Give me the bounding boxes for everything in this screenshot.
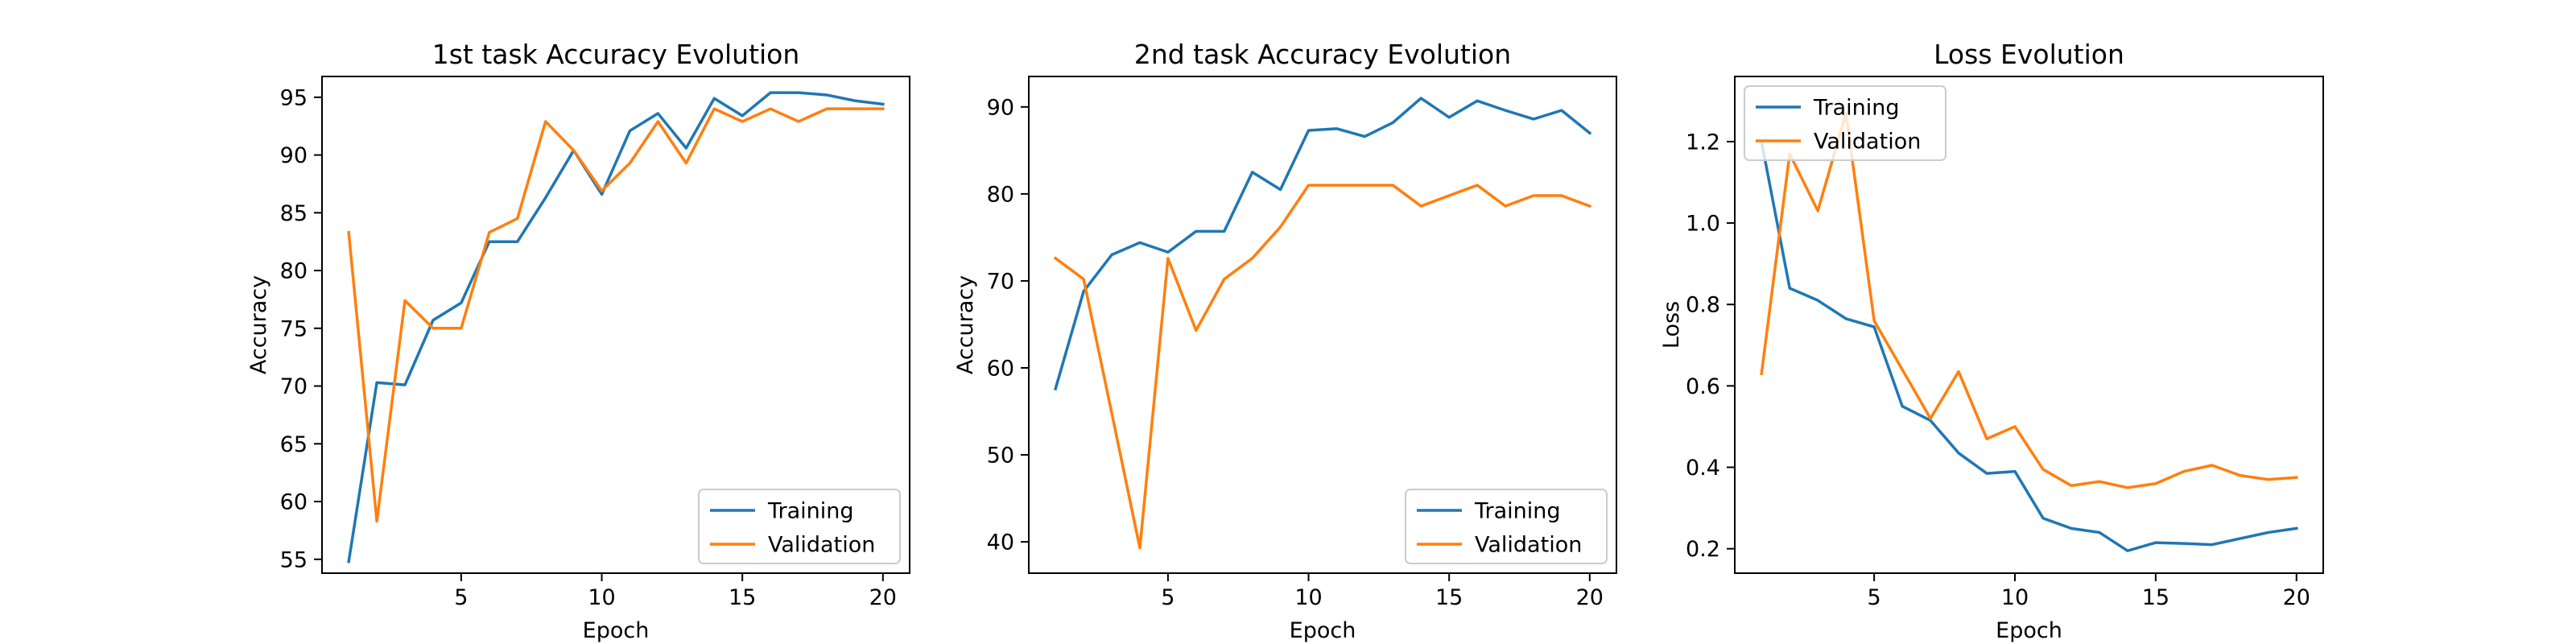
y-tick-label: 0.8 xyxy=(1686,293,1720,318)
y-tick-label: 90 xyxy=(987,95,1014,120)
y-tick-label: 0.6 xyxy=(1686,374,1720,399)
x-tick-label: 10 xyxy=(1294,585,1322,610)
series-line-training xyxy=(347,91,885,564)
legend-label-training: Training xyxy=(1813,96,1900,121)
series-line-validation xyxy=(1053,184,1592,550)
x-tick-label: 10 xyxy=(588,585,615,610)
legend-label-training: Training xyxy=(1474,499,1561,524)
y-axis-label: Accuracy xyxy=(953,275,978,374)
plot-frame xyxy=(1734,76,2324,574)
legend-label-validation: Validation xyxy=(1475,533,1582,558)
x-tick-label: 10 xyxy=(2001,585,2029,610)
chart-title: 2nd task Accuracy Evolution xyxy=(1134,39,1511,70)
x-tick-label: 15 xyxy=(729,585,756,610)
chart-title: Loss Evolution xyxy=(1934,39,2124,70)
y-tick-label: 95 xyxy=(280,85,308,110)
x-axis-label: Epoch xyxy=(1996,618,2062,643)
y-tick-label: 75 xyxy=(280,316,308,341)
y-tick-label: 70 xyxy=(987,269,1014,294)
legend-label-validation: Validation xyxy=(1814,130,1921,155)
y-tick-label: 1.2 xyxy=(1686,130,1720,155)
x-tick-label: 20 xyxy=(2283,585,2310,610)
x-tick-label: 15 xyxy=(2142,585,2169,610)
legend-label-training: Training xyxy=(767,499,854,524)
y-tick-label: 65 xyxy=(280,432,308,457)
y-tick-label: 70 xyxy=(280,374,308,399)
y-tick-label: 0.2 xyxy=(1686,537,1720,562)
y-tick-label: 50 xyxy=(987,444,1014,469)
y-tick-label: 40 xyxy=(987,530,1014,555)
chart-title: 1st task Accuracy Evolution xyxy=(432,39,800,70)
series-line-training xyxy=(1760,139,2298,552)
x-tick-label: 20 xyxy=(869,585,897,610)
legend: Training Validation xyxy=(1405,489,1608,564)
y-axis-label: Loss xyxy=(1659,301,1684,349)
y-tick-label: 90 xyxy=(280,143,308,168)
y-tick-label: 60 xyxy=(987,356,1014,381)
x-tick-label: 5 xyxy=(1161,585,1174,610)
x-tick-label: 20 xyxy=(1576,585,1604,610)
y-tick-label: 80 xyxy=(987,182,1014,207)
y-tick-label: 55 xyxy=(280,547,308,572)
x-axis-label: Epoch xyxy=(1290,618,1356,643)
series-line-validation xyxy=(1760,111,2298,489)
y-tick-label: 80 xyxy=(280,259,308,284)
y-tick-label: 0.4 xyxy=(1686,456,1720,481)
series-line-validation xyxy=(347,107,885,523)
x-tick-label: 5 xyxy=(1868,585,1881,610)
x-axis-label: Epoch xyxy=(583,618,650,643)
y-tick-label: 1.0 xyxy=(1686,212,1720,237)
legend: Training Validation xyxy=(698,489,901,564)
plot-frame xyxy=(321,76,910,574)
plot-frame xyxy=(1028,76,1617,574)
legend: Training Validation xyxy=(1744,85,1946,161)
y-tick-label: 85 xyxy=(280,201,308,226)
y-axis-label: Accuracy xyxy=(246,275,271,374)
x-tick-label: 15 xyxy=(1435,585,1463,610)
chart-panel-3: Loss Evolution 5 10 15 20 0.2 0.4 0.6 0.8 1.0 1.2 E… xyxy=(1659,39,2324,643)
chart-panel-2: 2nd task Accuracy Evolution 5 10 15 20 40 50 60… xyxy=(953,39,1617,643)
series-line-training xyxy=(1054,97,1592,391)
legend-label-validation: Validation xyxy=(768,533,875,558)
y-tick-label: 60 xyxy=(280,490,308,515)
x-tick-label: 5 xyxy=(454,585,468,610)
chart-panel-1: 1st task Accuracy Evolution 5 10 15 20 55 60 65… xyxy=(246,39,910,643)
